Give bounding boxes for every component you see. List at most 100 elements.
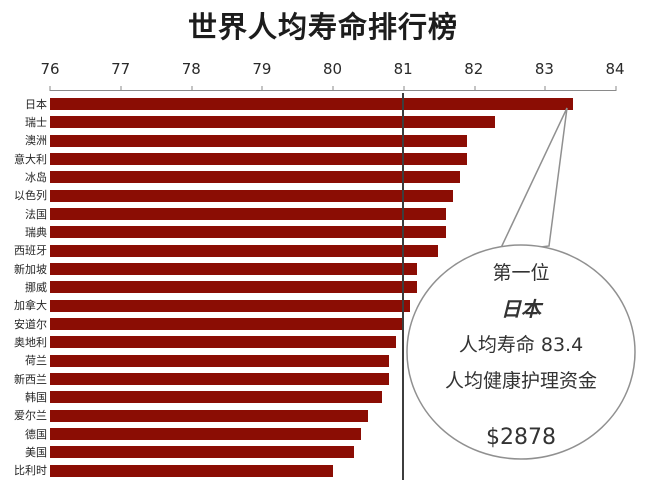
bar — [50, 446, 354, 459]
bar-track — [50, 187, 615, 205]
bar-row: 爱尔兰 — [0, 407, 615, 425]
bar — [50, 373, 389, 386]
bar — [50, 354, 389, 367]
country-label: 日本 — [25, 97, 47, 111]
bar — [50, 171, 460, 184]
bar-row: 加拿大 — [0, 297, 615, 315]
x-tick-label: 78 — [181, 60, 201, 78]
bar-track — [50, 370, 615, 388]
bar — [50, 134, 467, 147]
bar-track — [50, 223, 615, 241]
bar-row: 比利时 — [0, 462, 615, 480]
bar — [50, 153, 467, 166]
callout-country: 日本 — [501, 297, 541, 321]
bar — [50, 409, 368, 422]
country-label: 法国 — [25, 207, 47, 221]
bar-row: 挪威 — [0, 278, 615, 296]
bar-rows: 日本 瑞士 澳洲 意大利 冰岛 以色列 法国 瑞典 西班牙 新加坡 挪威 加拿大 安道尔 奥地利 荷兰 新西兰… — [0, 95, 615, 480]
country-label: 比利时 — [14, 464, 47, 478]
x-tick-label: 77 — [111, 60, 131, 78]
bar-row: 瑞典 — [0, 223, 615, 241]
bar-track — [50, 425, 615, 443]
bar-track — [50, 132, 615, 150]
bar-row: 荷兰 — [0, 352, 615, 370]
bar-row: 法国 — [0, 205, 615, 223]
x-tick-label: 82 — [464, 60, 484, 78]
bar — [50, 208, 446, 221]
country-label: 以色列 — [14, 189, 47, 203]
bar — [50, 299, 411, 312]
country-label: 德国 — [25, 427, 47, 441]
country-label: 新西兰 — [14, 372, 47, 386]
country-label: 瑞典 — [25, 225, 47, 239]
country-label: 意大利 — [14, 152, 47, 166]
country-label: 冰岛 — [25, 170, 47, 184]
bar — [50, 428, 361, 441]
bar-track — [50, 278, 615, 296]
x-tick-mark — [474, 86, 475, 91]
x-tick-label: 79 — [252, 60, 272, 78]
country-label: 澳洲 — [25, 134, 47, 148]
bar — [50, 281, 418, 294]
x-tick-mark — [49, 86, 51, 91]
country-label: 爱尔兰 — [14, 409, 47, 423]
callout-rank: 第一位 — [492, 262, 550, 284]
bar-track — [50, 242, 615, 260]
x-tick-mark — [191, 86, 192, 91]
x-tick-mark — [332, 86, 334, 91]
bar — [50, 244, 439, 257]
callout-healthcare-label: 人均健康护理资金 — [444, 370, 597, 392]
bar-row: 德国 — [0, 425, 615, 443]
x-tick-label: 83 — [534, 60, 554, 78]
bar-row: 日本 — [0, 95, 615, 113]
bar-track — [50, 260, 615, 278]
country-label: 荷兰 — [25, 354, 47, 368]
chart-title: 世界人均寿命排行榜 — [187, 10, 458, 44]
bar-row: 瑞士 — [0, 113, 615, 131]
x-axis-line — [49, 86, 617, 96]
x-tick-mark — [615, 86, 617, 91]
callout-healthcare-value: $2878 — [486, 425, 556, 448]
bar — [50, 464, 333, 477]
bar-track — [50, 462, 615, 480]
callout-text: 第一位 日本 人均寿命 83.4 人均健康护理资金 $2878 — [413, 255, 629, 448]
x-tick-label: 84 — [605, 60, 625, 78]
x-tick-label: 76 — [40, 60, 60, 78]
bar-row: 韩国 — [0, 388, 615, 406]
bar-track — [50, 168, 615, 186]
country-label: 加拿大 — [14, 299, 47, 313]
bar-track — [50, 113, 615, 131]
bar-track — [50, 205, 615, 223]
bar-row: 奥地利 — [0, 333, 615, 351]
x-tick-label: 81 — [393, 60, 413, 78]
bar-track — [50, 150, 615, 168]
bar — [50, 318, 404, 331]
bar-track — [50, 95, 615, 113]
bar-row: 澳洲 — [0, 132, 615, 150]
country-label: 安道尔 — [14, 317, 47, 331]
country-label: 新加坡 — [14, 262, 47, 276]
bar-row: 西班牙 — [0, 242, 615, 260]
country-label: 韩国 — [25, 390, 47, 404]
country-label: 挪威 — [25, 280, 47, 294]
bar-track — [50, 443, 615, 461]
bar-row: 新加坡 — [0, 260, 615, 278]
x-tick-mark — [120, 86, 122, 91]
bar — [50, 189, 453, 202]
bar — [50, 98, 573, 111]
bar-row: 新西兰 — [0, 370, 615, 388]
callout-life-expectancy: 人均寿命 83.4 — [458, 334, 584, 356]
bar-track — [50, 297, 615, 315]
bar-track — [50, 352, 615, 370]
bar — [50, 116, 495, 129]
bar-row: 意大利 — [0, 150, 615, 168]
bar-row: 美国 — [0, 443, 615, 461]
bar-row: 冰岛 — [0, 168, 615, 186]
bar-track — [50, 388, 615, 406]
x-tick-label: 80 — [322, 60, 343, 78]
bar-row: 以色列 — [0, 187, 615, 205]
country-label: 西班牙 — [14, 244, 47, 258]
country-label: 瑞士 — [25, 115, 47, 129]
country-label: 美国 — [25, 445, 47, 459]
